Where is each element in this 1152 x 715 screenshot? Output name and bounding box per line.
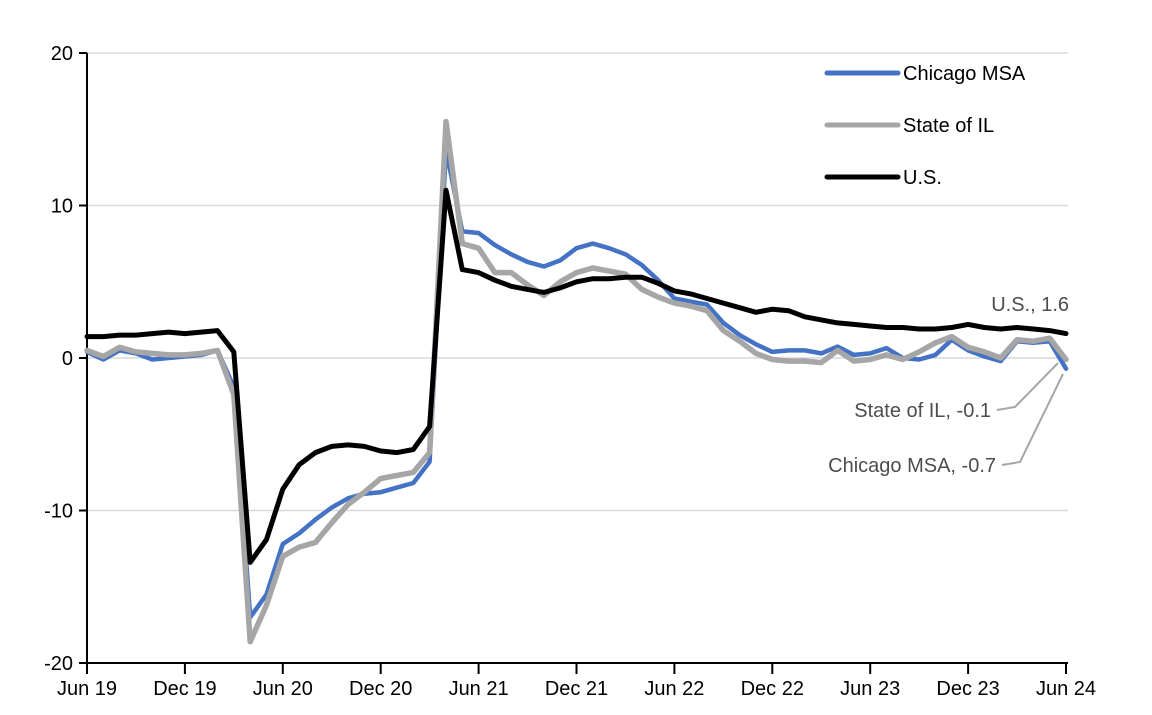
- x-tick-label: Dec 20: [349, 678, 412, 700]
- y-tick-label: 0: [62, 348, 73, 370]
- y-tick-label: 20: [51, 43, 73, 65]
- leader-line-chicago-end: [1001, 373, 1064, 466]
- y-tick-label: -20: [44, 653, 73, 675]
- y-tick-label: -10: [44, 501, 73, 523]
- x-tick-label: Dec 21: [545, 678, 608, 700]
- series-line-state-of-il: [84, 118, 1069, 645]
- x-tick-label: Dec 22: [741, 678, 804, 700]
- legend-label: Chicago MSA: [903, 63, 1026, 85]
- x-tick-label: Jun 23: [840, 678, 900, 700]
- x-tick-label: Jun 21: [449, 678, 509, 700]
- x-tick-label: Jun 24: [1036, 678, 1096, 700]
- x-tick-label: Jun 22: [644, 678, 704, 700]
- series-line-u-s: [84, 187, 1069, 565]
- leader-line-il-end: [996, 362, 1059, 411]
- annotation-il-end: State of IL, -0.1: [854, 400, 991, 422]
- legend-label: State of IL: [903, 115, 994, 137]
- y-tick-label: 10: [51, 196, 73, 218]
- x-tick-label: Dec 19: [153, 678, 216, 700]
- legend-label: U.S.: [903, 167, 942, 189]
- x-tick-label: Jun 19: [57, 678, 117, 700]
- x-tick-label: Dec 23: [936, 678, 999, 700]
- annotation-us-end: U.S., 1.6: [991, 294, 1069, 316]
- annotation-chicago-end: Chicago MSA, -0.7: [828, 455, 996, 477]
- x-tick-label: Jun 20: [253, 678, 313, 700]
